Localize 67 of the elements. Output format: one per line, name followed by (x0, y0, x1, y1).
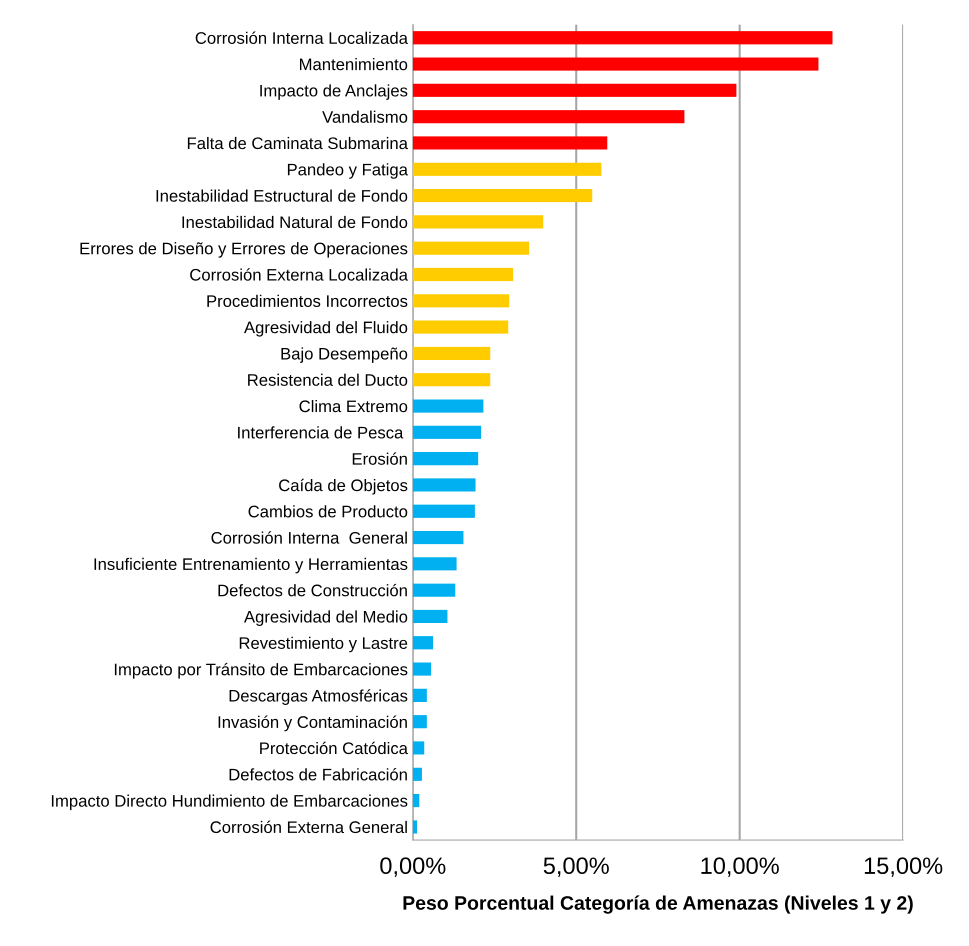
bar (412, 741, 424, 755)
y-tick-label: Mantenimiento (300, 58, 408, 70)
bar (412, 84, 736, 97)
y-tick-label: Procedimientos Incorrectos (207, 294, 408, 307)
y-tick-label: Inestabilidad Natural de Fondo (182, 216, 408, 228)
y-tick-label: Invasión y Contaminación (218, 716, 407, 732)
bar (412, 610, 448, 624)
bar (412, 584, 456, 597)
bar (412, 478, 476, 492)
bar (412, 346, 490, 360)
bar (412, 820, 418, 834)
y-tick-label: Cambios de Producto (248, 505, 408, 518)
y-tick-label: Corrosión Externa General (210, 820, 407, 834)
y-tick-label: Interferencia de Pesca (238, 426, 404, 439)
x-axis-title: Peso Porcentual Categoría de Amenazas (Niveles 1 y 2) (404, 895, 913, 914)
y-tick-label: Impacto por Tránsito de Embarcaciones (114, 662, 408, 679)
bar (412, 715, 427, 728)
y-tick-label: Protección Catódica (260, 742, 408, 754)
y-tick-label: Defectos de Fabricación (230, 768, 407, 780)
bar (412, 373, 490, 386)
bar (412, 320, 508, 334)
bar (412, 294, 510, 308)
bar (412, 452, 478, 466)
y-tick-label: Pandeo y Fatiga (288, 163, 408, 179)
bar (412, 215, 544, 228)
bar (412, 189, 592, 202)
y-tick-label: Revestimiento y Lastre (240, 636, 408, 652)
bar (412, 794, 420, 808)
y-tick-label: Clima Extremo (300, 400, 408, 412)
bar (412, 268, 514, 282)
bar (412, 557, 457, 570)
y-tick-label: Falta de Caminata Submarina (188, 136, 408, 150)
bar (412, 426, 482, 439)
y-tick-label: Corrosión Externa Localizada (190, 268, 408, 281)
bar (412, 504, 475, 518)
y-tick-label: Erosión (352, 452, 407, 465)
y-tick-label: Insuficiente Entrenamiento y Herramientas (94, 558, 408, 574)
x-tick-label: 5,00% (544, 857, 609, 877)
x-tick-label: 15,00% (864, 857, 942, 877)
y-tick-label: Agresividad del Medio (244, 610, 408, 626)
y-tick-label: Corrosión Interna General (211, 531, 407, 544)
bar (412, 636, 434, 650)
bar (412, 31, 833, 44)
y-tick-label: Impacto Directo Hundimiento de Embarcaciones (52, 794, 408, 810)
bar (412, 162, 602, 176)
y-tick-label: Impacto de Anclajes (260, 84, 408, 100)
y-tick-label: Bajo Desempeño (281, 347, 408, 363)
y-tick-label: Agresividad del Fluido (244, 321, 408, 337)
y-tick-label: Corrosión Interna Localizada (196, 32, 408, 44)
bar (412, 530, 464, 544)
y-tick-label: Defectos de Construcción (218, 584, 407, 596)
y-tick-label: Errores de Diseño y Errores de Operaciones (80, 242, 408, 258)
y-tick-label: Inestabilidad Estructural de Fondo (156, 190, 408, 202)
x-tick-label: 10,00% (701, 857, 779, 877)
bar (412, 136, 608, 150)
bar (412, 57, 818, 71)
y-tick-label: Descargas Atmosféricas (230, 689, 408, 705)
y-tick-label: Caída de Objetos (279, 478, 408, 495)
y-tick-label: Vandalismo (322, 110, 408, 123)
bar (412, 399, 484, 413)
x-tick-label: 0,00% (380, 857, 446, 877)
bar (412, 688, 427, 702)
bar (412, 662, 432, 676)
bar (412, 110, 684, 124)
y-tick-label: Resistencia del Ducto (248, 374, 408, 386)
bar (412, 768, 422, 781)
bar (412, 242, 530, 255)
